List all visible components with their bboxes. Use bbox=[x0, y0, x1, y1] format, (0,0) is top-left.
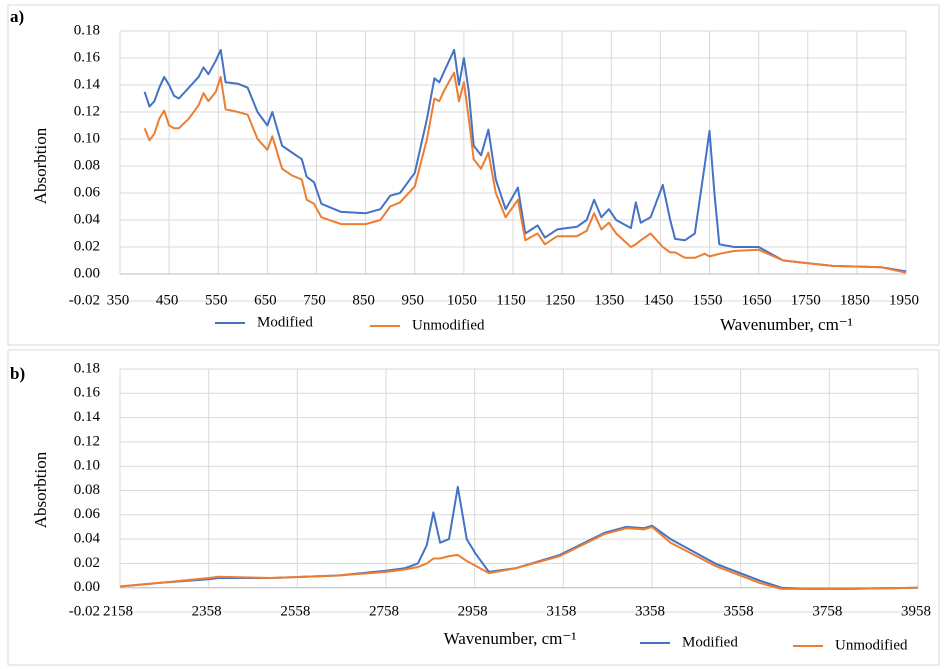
x-tick-label: 350 bbox=[107, 292, 130, 308]
x-tick-label: 1550 bbox=[693, 292, 723, 308]
y-tick-label: 0.10 bbox=[74, 458, 100, 474]
y-tick-label: 0.02 bbox=[74, 555, 100, 571]
y-tick-label: 0.04 bbox=[74, 211, 101, 227]
y-tick-label: 0.02 bbox=[74, 238, 100, 254]
x-tick-label: 2558 bbox=[280, 603, 310, 619]
y-axis-label: Absorbtion bbox=[31, 451, 50, 528]
legend-label: Unmodified bbox=[412, 317, 485, 333]
legend-label: Modified bbox=[682, 634, 738, 650]
x-tick-label: 1050 bbox=[447, 292, 477, 308]
y-tick-label: -0.02 bbox=[69, 292, 100, 308]
y-tick-label: 0.16 bbox=[74, 385, 101, 401]
x-axis-label: Wavenumber, cm⁻¹ bbox=[444, 629, 577, 648]
x-tick-label: 650 bbox=[254, 292, 277, 308]
panel-border bbox=[7, 4, 940, 346]
y-tick-label: 0.04 bbox=[74, 531, 101, 547]
y-tick-label: 0.08 bbox=[74, 482, 100, 498]
x-tick-label: 550 bbox=[205, 292, 228, 308]
y-axis-label: Absorbtion bbox=[31, 127, 50, 204]
x-tick-label: 1950 bbox=[889, 292, 919, 308]
x-tick-label: 1750 bbox=[791, 292, 821, 308]
legend-label: Unmodified bbox=[835, 637, 908, 653]
series-line bbox=[119, 485, 919, 590]
x-tick-label: 2758 bbox=[369, 603, 399, 619]
y-tick-label: 0.12 bbox=[74, 103, 100, 119]
x-tick-label: 1650 bbox=[742, 292, 772, 308]
x-tick-label: 3958 bbox=[901, 603, 931, 619]
x-tick-label: 2358 bbox=[192, 603, 222, 619]
x-axis-label: Wavenumber, cm⁻¹ bbox=[720, 315, 853, 334]
y-tick-label: 0.08 bbox=[74, 157, 100, 173]
x-tick-label: 1150 bbox=[496, 292, 525, 308]
y-tick-label: -0.02 bbox=[69, 603, 100, 619]
panel-label: b) bbox=[10, 364, 25, 383]
y-tick-label: 0.00 bbox=[74, 265, 100, 281]
x-tick-label: 2958 bbox=[458, 603, 488, 619]
x-tick-label: 1250 bbox=[545, 292, 575, 308]
x-tick-label: 850 bbox=[352, 292, 375, 308]
y-tick-label: 0.12 bbox=[74, 433, 100, 449]
series-line bbox=[119, 525, 919, 590]
legend-label: Modified bbox=[257, 314, 313, 330]
y-tick-label: 0.14 bbox=[74, 409, 101, 425]
series-line bbox=[143, 71, 907, 274]
y-tick-label: 0.06 bbox=[74, 506, 101, 522]
x-tick-label: 450 bbox=[156, 292, 179, 308]
y-tick-label: 0.16 bbox=[74, 49, 101, 65]
x-tick-label: 750 bbox=[303, 292, 326, 308]
y-tick-label: 0.10 bbox=[74, 130, 100, 146]
x-tick-label: 3158 bbox=[546, 603, 576, 619]
y-tick-label: 0.14 bbox=[74, 76, 101, 92]
y-tick-label: 0.18 bbox=[74, 22, 100, 38]
x-tick-label: 2158 bbox=[103, 603, 133, 619]
x-tick-label: 3758 bbox=[812, 603, 842, 619]
panel-border bbox=[7, 349, 940, 666]
series-line bbox=[143, 48, 907, 273]
x-tick-label: 3358 bbox=[635, 603, 665, 619]
x-tick-label: 1850 bbox=[840, 292, 870, 308]
x-tick-label: 1450 bbox=[643, 292, 673, 308]
x-tick-label: 3558 bbox=[724, 603, 754, 619]
y-tick-label: 0.18 bbox=[74, 360, 100, 376]
panel-label: a) bbox=[10, 7, 24, 26]
y-tick-label: 0.06 bbox=[74, 184, 101, 200]
y-tick-label: 0.00 bbox=[74, 579, 100, 595]
x-tick-label: 1350 bbox=[594, 292, 624, 308]
x-tick-label: 950 bbox=[402, 292, 425, 308]
